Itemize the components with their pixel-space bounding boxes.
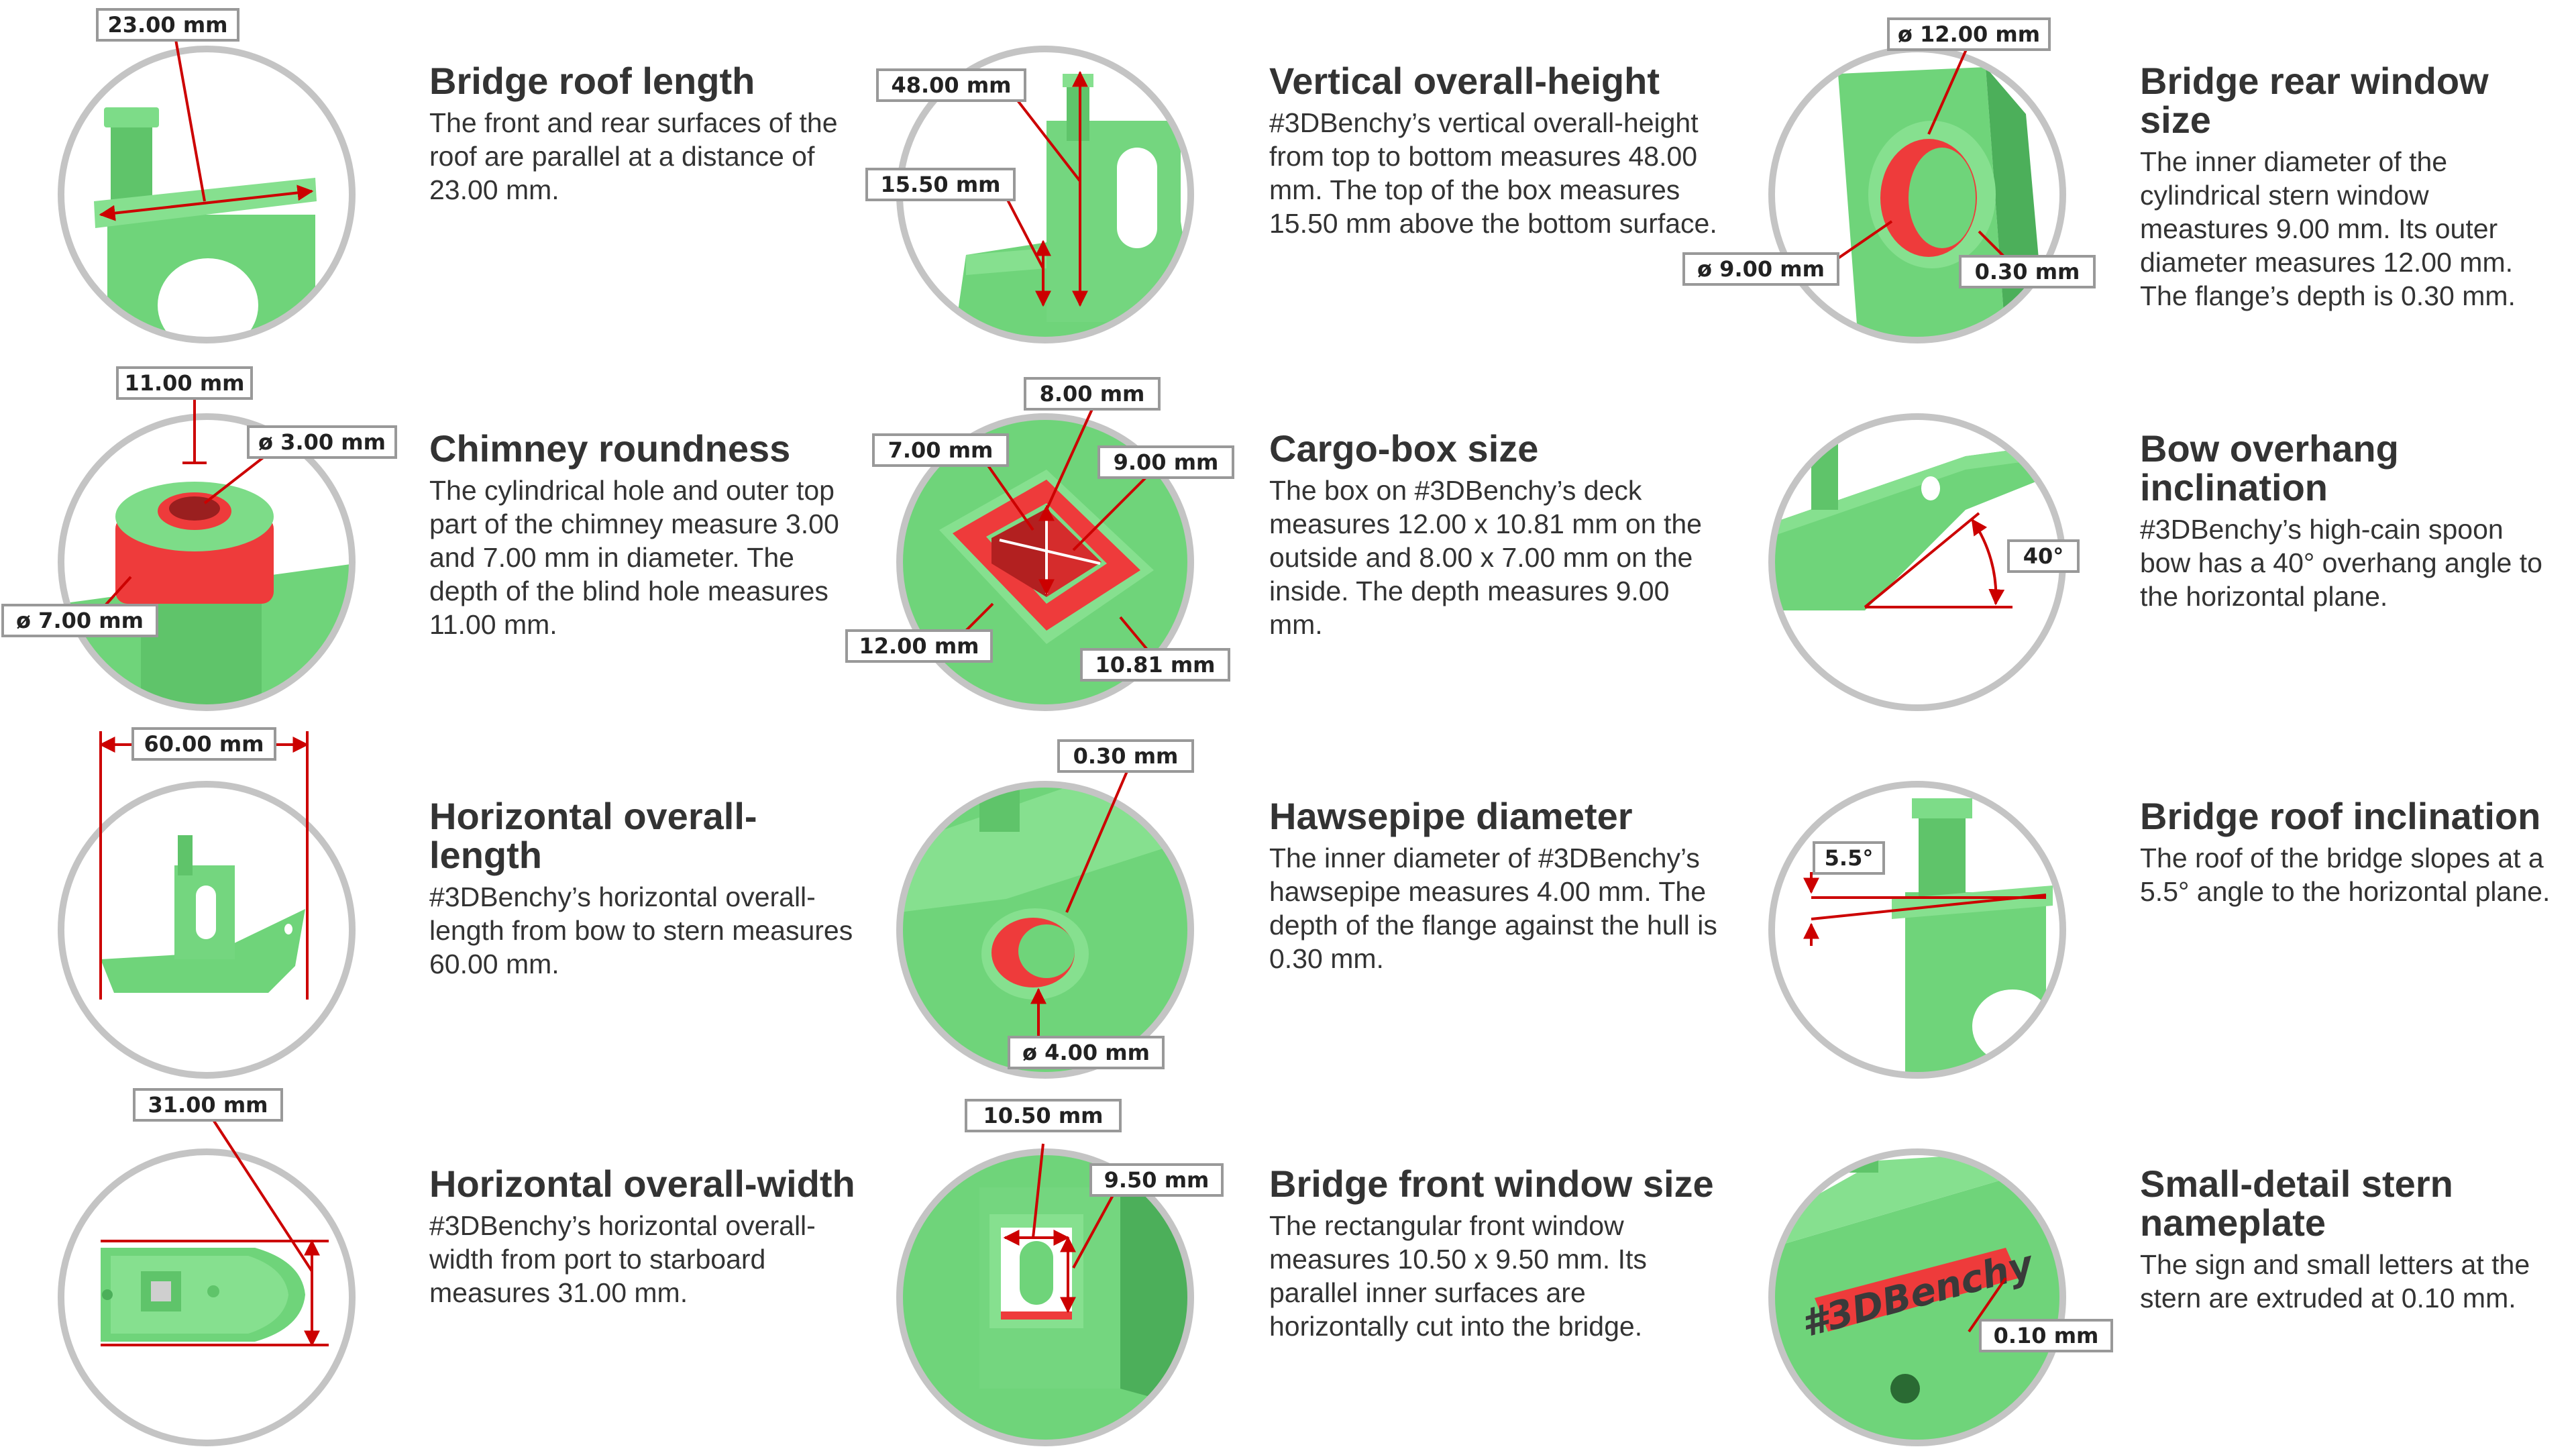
item-bridge-roof-length: Bridge roof length The front and rear su… — [429, 62, 859, 207]
item-title: Bridge roof inclination — [2140, 795, 2541, 837]
bridge-front-window-illustration: 10.50 mm 9.50 mm — [896, 1099, 1224, 1446]
dimension-label: 5.5° — [1825, 845, 1874, 871]
horizontal-overall-length-illustration: 60.00 mm — [58, 727, 356, 1079]
item-description: The inner diameter of #3DBenchy’s hawsep… — [1269, 843, 1717, 974]
item-title: Bridge roof length — [429, 60, 755, 102]
dimension-label: 12.00 mm — [859, 633, 979, 659]
item-description: The inner diameter of the cylindrical st… — [2140, 146, 2516, 311]
item-title: Bridge rear window size — [2140, 60, 2489, 141]
item-title: Vertical overall-height — [1269, 60, 1660, 102]
bridge-rear-window-illustration: ø 12.00 mm ø 9.00 mm 0.30 mm — [1682, 17, 2096, 343]
horizontal-overall-width-illustration: 31.00 mm — [58, 1088, 356, 1446]
item-description: #3DBenchy’s horizontal overall-length fr… — [429, 881, 853, 979]
item-description: The box on #3DBenchy’s deck measures 12.… — [1269, 475, 1702, 640]
dimension-label: 0.30 mm — [1073, 743, 1179, 769]
item-cargo-box-size: Cargo-box size The box on #3DBenchy’s de… — [1269, 429, 1725, 641]
dimension-label: ø 3.00 mm — [258, 429, 386, 455]
dimension-label: 15.50 mm — [880, 172, 1000, 197]
hawsepipe-diameter-illustration: 0.30 mm ø 4.00 mm — [896, 739, 1194, 1079]
item-description: The rectangular front window measures 10… — [1269, 1210, 1647, 1342]
dimension-label: 48.00 mm — [891, 72, 1011, 98]
bow-overhang-illustration: 40° — [1768, 413, 2080, 711]
item-title: Bridge front window size — [1269, 1163, 1714, 1205]
bridge-roof-length-illustration: 23.00 mm — [58, 8, 356, 343]
item-title: Bow overhang inclination — [2140, 427, 2399, 508]
dimension-label: 7.00 mm — [888, 437, 994, 463]
item-title: Hawsepipe diameter — [1269, 795, 1633, 837]
vertical-overall-height-illustration: 48.00 mm 15.50 mm — [865, 46, 1194, 343]
dimension-label: 11.00 mm — [124, 370, 244, 396]
item-horizontal-overall-width: Horizontal overall-width #3DBenchy’s hor… — [429, 1165, 859, 1309]
item-description: #3DBenchy’s horizontal overall-width fro… — [429, 1210, 816, 1308]
item-description: #3DBenchy’s high-cain spoon bow has a 40… — [2140, 514, 2542, 612]
dimension-label: 60.00 mm — [144, 731, 264, 757]
bridge-roof-inclination-illustration: 5.5° — [1768, 781, 2066, 1079]
dimension-label: 10.81 mm — [1095, 652, 1215, 678]
item-title: Horizontal overall-length — [429, 795, 757, 876]
dimension-label: 23.00 mm — [107, 12, 227, 38]
item-title: Horizontal overall-width — [429, 1163, 855, 1205]
item-description: The roof of the bridge slopes at a 5.5° … — [2140, 843, 2551, 907]
dimension-label: 40° — [2023, 543, 2064, 569]
dimension-label: 10.50 mm — [983, 1103, 1103, 1128]
cargo-box-size-illustration: 8.00 mm 7.00 mm 9.00 mm 12.00 mm 10.81 m… — [845, 377, 1234, 711]
item-description: The cylindrical hole and outer top part … — [429, 475, 839, 640]
item-bridge-rear-window-size: Bridge rear window size The inner diamet… — [2140, 62, 2549, 313]
item-horizontal-overall-length: Horizontal overall-length #3DBenchy’s ho… — [429, 797, 859, 981]
chimney-roundness-illustration: 11.00 mm ø 3.00 mm ø 7.00 mm — [1, 366, 397, 711]
dimension-label: ø 9.00 mm — [1697, 256, 1825, 282]
item-hawsepipe-diameter: Hawsepipe diameter The inner diameter of… — [1269, 797, 1725, 975]
dimension-label: 9.50 mm — [1104, 1167, 1210, 1193]
dimension-label: ø 7.00 mm — [16, 608, 144, 633]
dimension-label: 9.00 mm — [1114, 449, 1219, 475]
item-description: The sign and small letters at the stern … — [2140, 1249, 2530, 1313]
item-chimney-roundness: Chimney roundness The cylindrical hole a… — [429, 429, 859, 641]
item-bridge-roof-inclination: Bridge roof inclination The roof of the … — [2140, 797, 2569, 908]
dimension-label: 8.00 mm — [1040, 381, 1145, 407]
dimension-label: 0.10 mm — [1994, 1323, 2099, 1348]
item-title: Cargo-box size — [1269, 427, 1539, 470]
dimension-label: 31.00 mm — [148, 1092, 268, 1118]
dimension-label: 0.30 mm — [1975, 259, 2080, 284]
stern-nameplate-illustration: #3DBenchy 0.10 mm — [1768, 1148, 2113, 1446]
dimension-label: ø 12.00 mm — [1898, 21, 2040, 47]
dimension-label: ø 4.00 mm — [1022, 1040, 1150, 1065]
item-title: Chimney roundness — [429, 427, 791, 470]
item-vertical-overall-height: Vertical overall-height #3DBenchy’s vert… — [1269, 62, 1725, 240]
item-bow-overhang-inclination: Bow overhang inclination #3DBenchy’s hig… — [2140, 429, 2549, 613]
item-small-detail-stern-nameplate: Small-detail stern nameplate The sign an… — [2140, 1165, 2549, 1315]
item-description: The front and rear surfaces of the roof … — [429, 107, 838, 205]
item-title: Small-detail stern nameplate — [2140, 1163, 2453, 1244]
item-description: #3DBenchy’s vertical overall-height from… — [1269, 107, 1717, 239]
item-bridge-front-window-size: Bridge front window size The rectangular… — [1269, 1165, 1725, 1343]
